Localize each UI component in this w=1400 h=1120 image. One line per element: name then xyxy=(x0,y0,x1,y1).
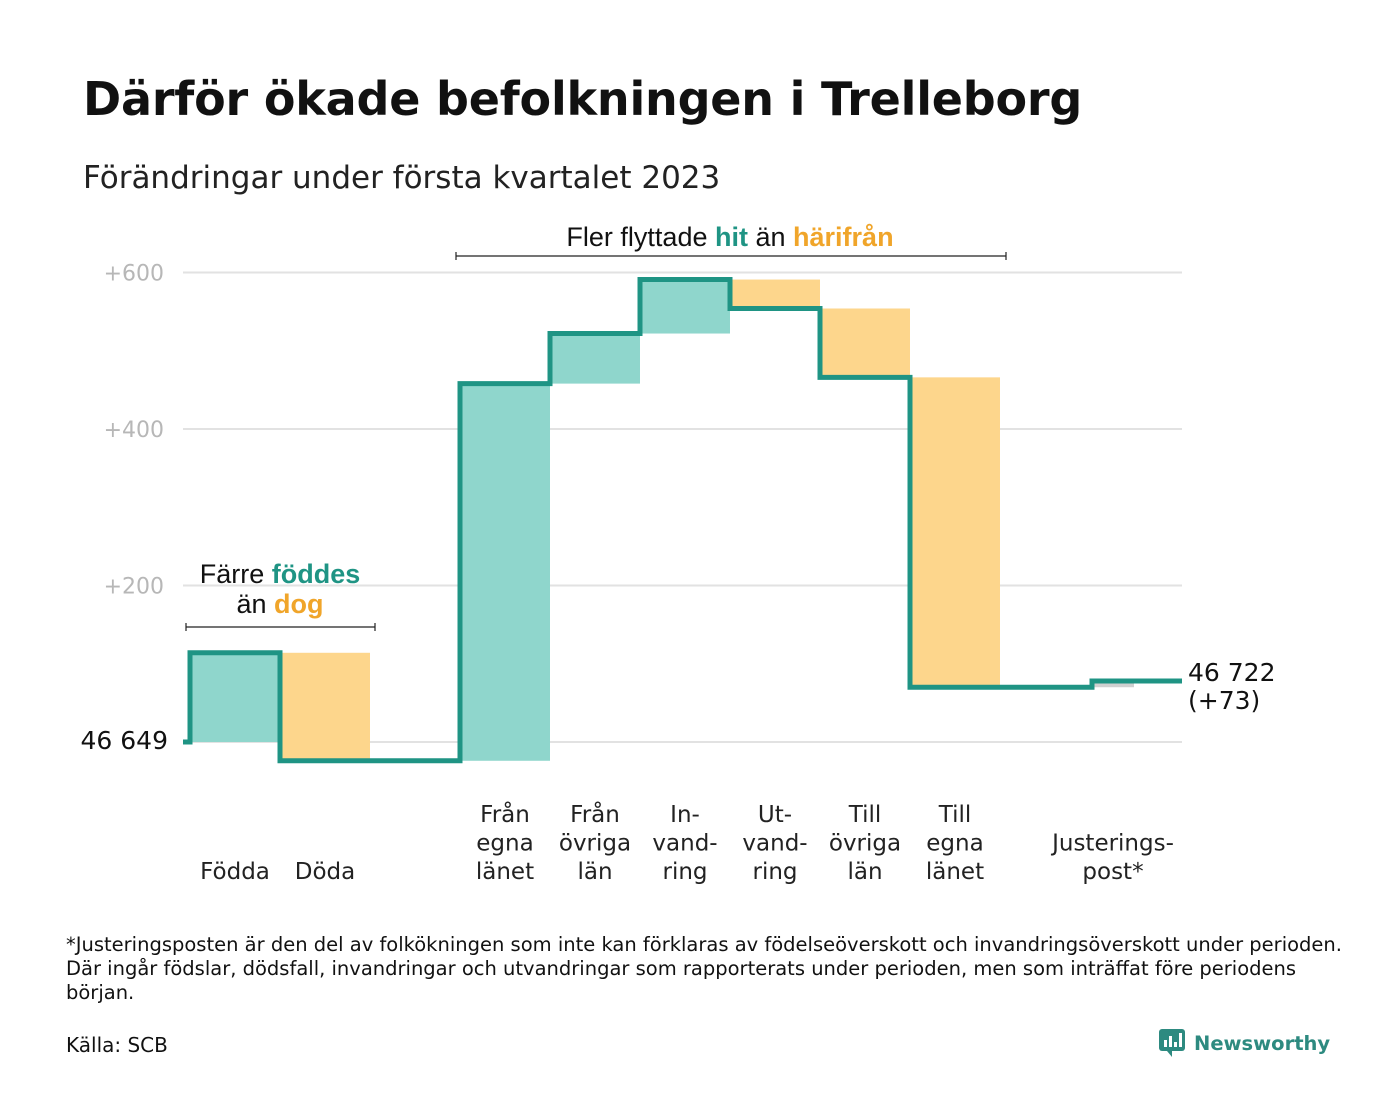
waterfall-bar xyxy=(280,652,370,761)
waterfall-bar xyxy=(550,333,640,384)
chart-subtitle: Förändringar under första kvartalet 2023 xyxy=(83,160,721,196)
category-label: Justerings-post* xyxy=(1050,831,1174,886)
y-tick-label: +200 xyxy=(104,575,164,600)
births-deaths-annotation: Färre föddes än dog xyxy=(185,559,376,631)
end-population-label: 46 722 xyxy=(1188,658,1275,687)
deaths-highlight: dog xyxy=(274,589,323,619)
bars xyxy=(190,279,1134,761)
category-label: Från egna länet xyxy=(476,800,534,885)
category-label: Till övriga län xyxy=(829,802,901,885)
waterfall-bar xyxy=(730,279,820,309)
category-label: Ut-vand-ring xyxy=(742,802,807,885)
births-annotation-line2: än dog xyxy=(236,589,323,619)
category-label: Från övriga län xyxy=(559,800,631,885)
start-population-label: 46 649 xyxy=(81,726,168,755)
waterfall-bar xyxy=(910,377,1000,688)
category-labels: Födda Döda Från egna länet Från övriga län In-va… xyxy=(200,800,1174,885)
brand: Newsworthy xyxy=(1158,1028,1330,1058)
waterfall-bar xyxy=(190,652,280,742)
moved-here-highlight: hit xyxy=(715,222,748,252)
category-label: Till egna länet xyxy=(926,802,984,885)
brand-name: Newsworthy xyxy=(1194,1031,1331,1055)
category-label: Födda xyxy=(200,859,270,885)
footnote: *Justeringsposten är den del av folkökni… xyxy=(66,933,1342,1004)
moved-away-highlight: härifrån xyxy=(793,222,894,252)
waterfall-bar xyxy=(820,308,910,378)
waterfall-bar xyxy=(1092,680,1134,688)
cumulative-step-line xyxy=(183,277,1182,764)
migration-bracket xyxy=(455,252,1007,260)
total-change-label: (+73) xyxy=(1188,686,1260,715)
waterfall-bar xyxy=(640,279,730,334)
newsworthy-logo-icon xyxy=(1159,1029,1185,1057)
y-tick-label: +400 xyxy=(104,418,164,443)
step-line-layer xyxy=(183,277,1182,764)
category-label: In-vand-ring xyxy=(652,802,717,885)
waterfall-bar xyxy=(460,383,550,761)
births-deaths-bracket xyxy=(185,623,376,631)
migration-annotation-text: Fler flyttade hit än härifrån xyxy=(566,222,893,252)
y-tick-label: +600 xyxy=(104,262,164,287)
migration-annotation: Fler flyttade hit än härifrån xyxy=(455,222,1007,260)
category-label: Döda xyxy=(295,859,355,885)
births-annotation-line1: Färre föddes xyxy=(200,559,361,589)
source-label: Källa: SCB xyxy=(66,1033,168,1057)
births-highlight: föddes xyxy=(272,559,361,589)
chart-title: Därför ökade befolkningen i Trelleborg xyxy=(83,72,1083,126)
